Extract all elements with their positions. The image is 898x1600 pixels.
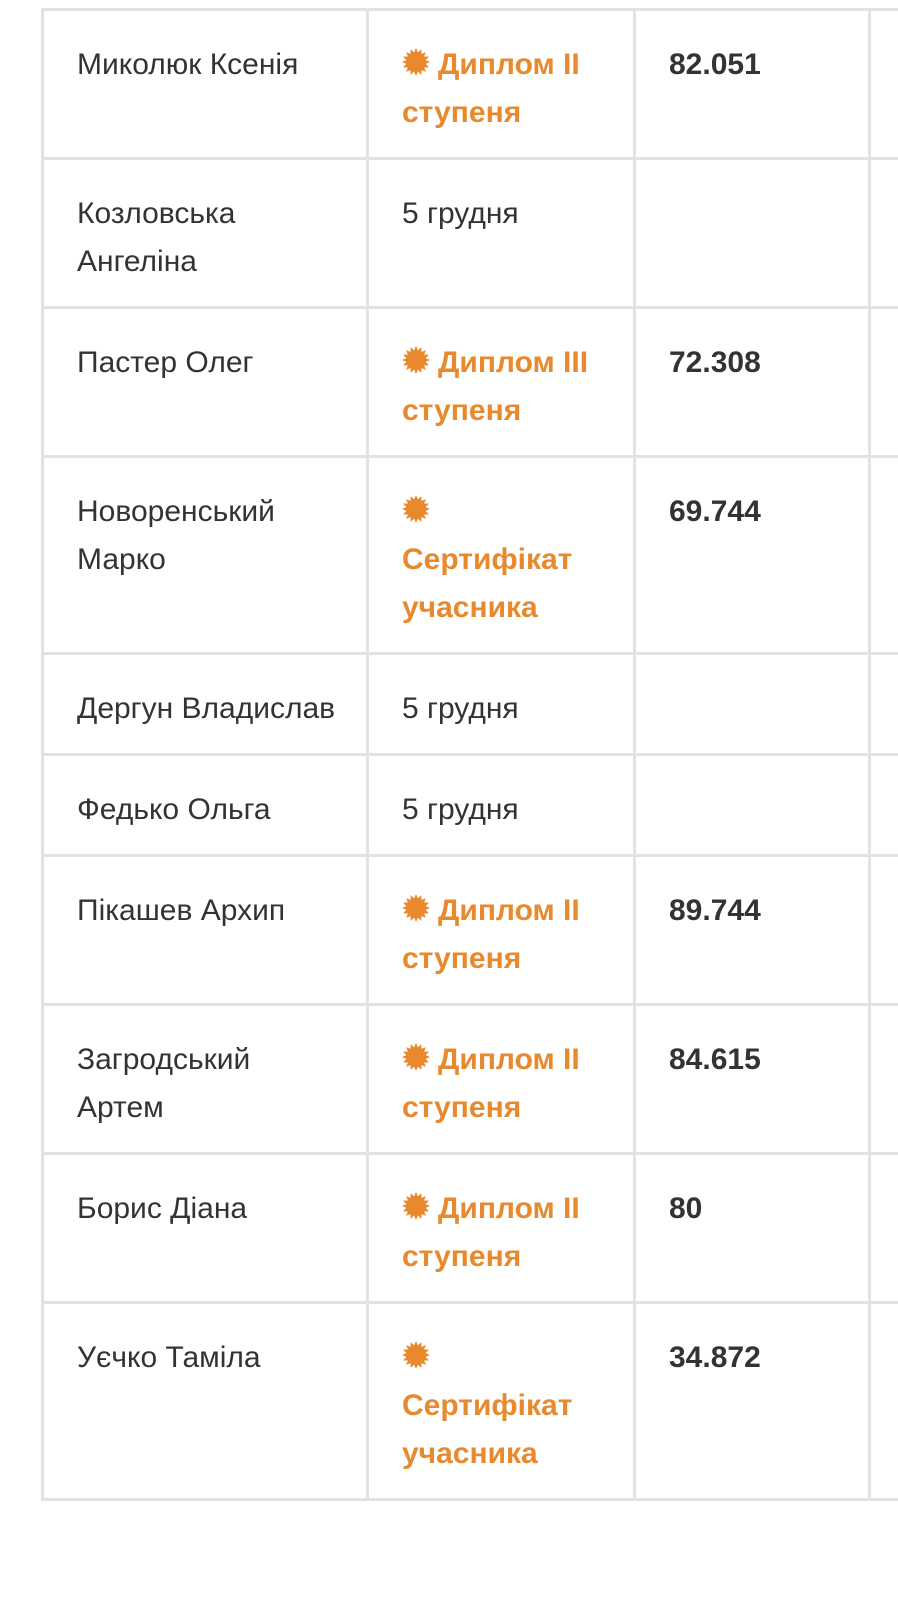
score-cell bbox=[633, 652, 871, 756]
result-cell: Диплом ІІ ступеня bbox=[366, 8, 636, 160]
score-value: 89.744 bbox=[669, 894, 761, 927]
name-cell: Борис Діана bbox=[41, 1152, 369, 1304]
award-label: Сертифікат учасника bbox=[402, 1389, 573, 1470]
award-badge-icon bbox=[402, 1336, 430, 1369]
award-badge-icon bbox=[402, 490, 430, 523]
score-value: 72.308 bbox=[669, 346, 761, 379]
award-label: Диплом ІІ ступеня bbox=[402, 48, 580, 129]
name-cell: Загродський Артем bbox=[41, 1003, 369, 1155]
award-badge-icon bbox=[402, 43, 430, 76]
extra-cell bbox=[868, 455, 898, 655]
award-label: Сертифікат учасника bbox=[402, 543, 573, 624]
table-row: Пікашев Архип Диплом ІІ ступеня 89.744 bbox=[41, 854, 898, 1006]
extra-cell bbox=[868, 306, 898, 458]
result-cell: 5 грудня bbox=[366, 157, 636, 309]
participant-name: Новоренський Марко bbox=[77, 495, 275, 576]
score-cell: 34.872 bbox=[633, 1301, 871, 1501]
date-label: 5 грудня bbox=[402, 793, 519, 826]
award-badge-icon bbox=[402, 1038, 430, 1071]
participant-name: Миколюк Ксенія bbox=[77, 48, 299, 81]
award-label: Диплом ІІІ ступеня bbox=[402, 346, 589, 427]
score-cell: 82.051 bbox=[633, 8, 871, 160]
extra-cell bbox=[868, 157, 898, 309]
table-row: Козловська Ангеліна 5 грудня bbox=[41, 157, 898, 309]
date-label: 5 грудня bbox=[402, 197, 519, 230]
score-cell: 89.744 bbox=[633, 854, 871, 1006]
participant-name: Уєчко Таміла bbox=[77, 1341, 261, 1374]
extra-cell bbox=[868, 1003, 898, 1155]
score-cell bbox=[633, 753, 871, 857]
score-value: 69.744 bbox=[669, 495, 761, 528]
table-row: Дергун Владислав 5 грудня bbox=[41, 652, 898, 756]
score-value: 80 bbox=[669, 1192, 703, 1225]
extra-cell bbox=[868, 753, 898, 857]
table-row: Новоренський Марко Сертифікат учасника 69.… bbox=[41, 455, 898, 655]
extra-cell bbox=[868, 854, 898, 1006]
score-cell bbox=[633, 157, 871, 309]
award-label: Диплом ІІ ступеня bbox=[402, 1192, 580, 1273]
participant-name: Пікашев Архип bbox=[77, 894, 286, 927]
date-label: 5 грудня bbox=[402, 692, 519, 725]
table-row: Борис Діана Диплом ІІ ступеня 80 bbox=[41, 1152, 898, 1304]
score-value: 34.872 bbox=[669, 1341, 761, 1374]
name-cell: Миколюк Ксенія bbox=[41, 8, 369, 160]
result-cell: Сертифікат учасника bbox=[366, 455, 636, 655]
table-row: Загродський Артем Диплом ІІ ступеня 84.615 bbox=[41, 1003, 898, 1155]
result-cell: Сертифікат учасника bbox=[366, 1301, 636, 1501]
table-row: Федько Ольга 5 грудня bbox=[41, 753, 898, 857]
name-cell: Новоренський Марко bbox=[41, 455, 369, 655]
extra-cell bbox=[868, 8, 898, 160]
name-cell: Козловська Ангеліна bbox=[41, 157, 369, 309]
extra-cell bbox=[868, 1301, 898, 1501]
name-cell: Пастер Олег bbox=[41, 306, 369, 458]
award-badge-icon bbox=[402, 1187, 430, 1220]
score-value: 82.051 bbox=[669, 48, 761, 81]
extra-cell bbox=[868, 652, 898, 756]
name-cell: Федько Ольга bbox=[41, 753, 369, 857]
participant-name: Дергун Владислав bbox=[77, 692, 336, 725]
participant-name: Загродський Артем bbox=[77, 1043, 251, 1124]
score-cell: 72.308 bbox=[633, 306, 871, 458]
table-row: Пастер Олег Диплом ІІІ ступеня 72.308 bbox=[41, 306, 898, 458]
award-label: Диплом ІІ ступеня bbox=[402, 894, 580, 975]
award-label: Диплом ІІ ступеня bbox=[402, 1043, 580, 1124]
participant-name: Федько Ольга bbox=[77, 793, 271, 826]
name-cell: Пікашев Архип bbox=[41, 854, 369, 1006]
award-badge-icon bbox=[402, 889, 430, 922]
result-cell: Диплом ІІІ ступеня bbox=[366, 306, 636, 458]
name-cell: Уєчко Таміла bbox=[41, 1301, 369, 1501]
results-table: Миколюк Ксенія Диплом ІІ ступеня 82.051 Коз… bbox=[41, 8, 898, 1501]
participant-name: Пастер Олег bbox=[77, 346, 254, 379]
result-cell: 5 грудня bbox=[366, 753, 636, 857]
score-cell: 80 bbox=[633, 1152, 871, 1304]
result-cell: Диплом ІІ ступеня bbox=[366, 1152, 636, 1304]
participant-name: Борис Діана bbox=[77, 1192, 248, 1225]
name-cell: Дергун Владислав bbox=[41, 652, 369, 756]
result-cell: Диплом ІІ ступеня bbox=[366, 854, 636, 1006]
participant-name: Козловська Ангеліна bbox=[77, 197, 236, 278]
award-badge-icon bbox=[402, 341, 430, 374]
result-cell: 5 грудня bbox=[366, 652, 636, 756]
score-cell: 69.744 bbox=[633, 455, 871, 655]
score-cell: 84.615 bbox=[633, 1003, 871, 1155]
score-value: 84.615 bbox=[669, 1043, 761, 1076]
extra-cell bbox=[868, 1152, 898, 1304]
table-row: Уєчко Таміла Сертифікат учасника 34.872 bbox=[41, 1301, 898, 1501]
result-cell: Диплом ІІ ступеня bbox=[366, 1003, 636, 1155]
table-row: Миколюк Ксенія Диплом ІІ ступеня 82.051 bbox=[41, 8, 898, 160]
